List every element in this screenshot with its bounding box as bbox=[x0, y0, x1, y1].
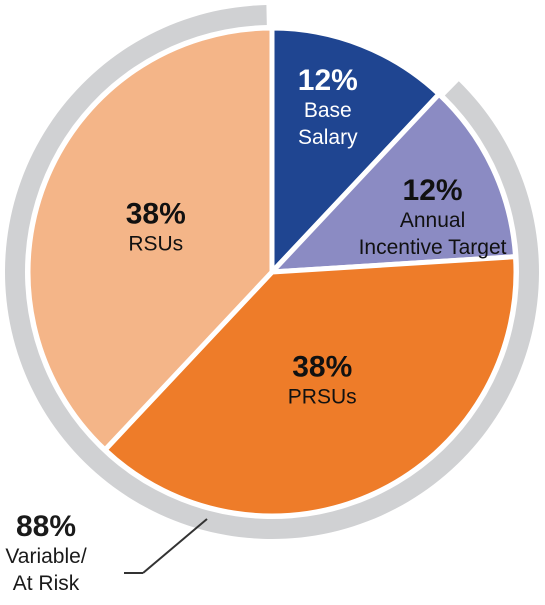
callout-label-line-1: Variable/ bbox=[5, 545, 86, 568]
pie-slice-1 bbox=[269, 91, 519, 275]
callout-percent: 88% bbox=[16, 510, 76, 543]
slice-label-2-line-0: PRSUs bbox=[288, 385, 357, 408]
slice-label-0-line-0: Base bbox=[304, 99, 352, 122]
slice-label-1-line-1: Incentive Target bbox=[359, 236, 507, 259]
slice-label-3-line-0: RSUs bbox=[128, 232, 183, 255]
slice-percent-3: 38% bbox=[126, 197, 186, 230]
slice-label-1-line-0: Annual bbox=[400, 209, 465, 232]
pie-slice-2 bbox=[102, 254, 519, 519]
slice-percent-2: 38% bbox=[292, 350, 352, 383]
slice-label-0-line-1: Salary bbox=[298, 126, 358, 149]
callout-label-line-2: At Risk bbox=[13, 572, 80, 595]
slice-percent-1: 12% bbox=[403, 174, 463, 207]
callout-leader-diagonal bbox=[142, 518, 208, 574]
slice-percent-0: 12% bbox=[298, 64, 358, 97]
pie-slice-3 bbox=[25, 25, 275, 453]
pie-slice-0 bbox=[269, 25, 442, 275]
